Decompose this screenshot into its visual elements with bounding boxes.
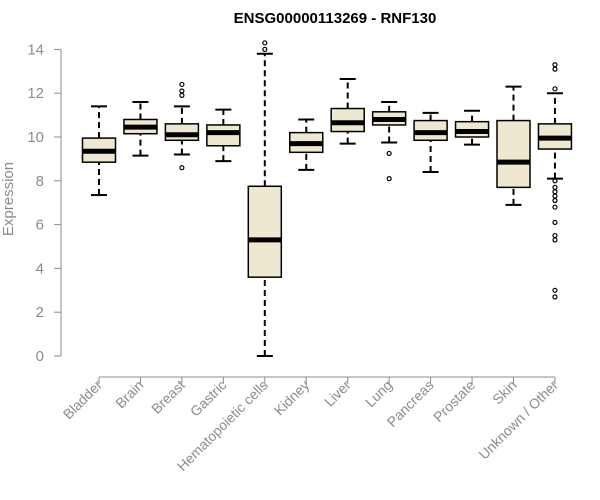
outlier-point <box>179 88 185 94</box>
box-unknown-other <box>537 62 573 300</box>
box-skin <box>496 85 531 206</box>
box-lung <box>371 100 407 182</box>
outlier-point <box>552 197 558 204</box>
box-iqr <box>330 107 365 133</box>
box-iqr <box>496 119 531 189</box>
outlier-point <box>552 184 558 190</box>
outlier-point <box>552 237 558 243</box>
x-tick-label: Liver <box>321 377 354 410</box>
outlier-point <box>552 204 558 210</box>
box-pancreas <box>413 111 448 174</box>
x-tick-label: Unknown / Other <box>475 377 561 463</box>
x-tick-label: Brain <box>112 377 146 411</box>
outlier-point <box>552 62 558 68</box>
outlier-point <box>179 81 185 88</box>
y-tick-label: 8 <box>36 173 44 190</box>
y-tick-label: 14 <box>27 41 44 58</box>
outlier-point <box>552 219 558 226</box>
box-gastric <box>206 108 241 163</box>
box-brain <box>123 100 158 157</box>
chart-title: ENSG00000113269 - RNF130 <box>234 10 437 27</box>
outlier-point <box>552 232 558 239</box>
x-tick-label: Kidney <box>271 377 313 419</box>
outlier-point <box>386 150 392 157</box>
y-axis: 0 2 4 6 8 10 12 14 <box>27 41 62 365</box>
x-tick-label: Prostate <box>430 377 478 425</box>
y-tick-label: 0 <box>36 348 44 365</box>
outlier-point <box>179 92 185 98</box>
y-tick-label: 6 <box>36 217 44 234</box>
box-liver <box>330 77 365 145</box>
outlier-point <box>552 193 558 199</box>
outlier-point <box>262 40 268 46</box>
x-tick-label: Skin <box>489 377 520 408</box>
outlier-point <box>552 189 558 195</box>
outlier-point <box>552 66 558 72</box>
box-breast <box>164 81 200 171</box>
box-prostate <box>454 109 490 146</box>
box-iqr <box>164 123 200 142</box>
box-bladder <box>81 105 117 197</box>
x-tick-label: Bladder <box>60 377 106 423</box>
y-tick-label: 4 <box>36 260 44 277</box>
outlier-point <box>552 294 558 300</box>
outlier-point <box>262 46 268 53</box>
outlier-point <box>386 176 392 182</box>
outlier-point <box>179 165 185 171</box>
x-tick-label: Lung <box>362 377 395 410</box>
y-tick-label: 10 <box>27 129 44 146</box>
box-iqr <box>247 185 283 278</box>
y-axis-label: Expression <box>0 162 17 236</box>
x-tick-label: Breast <box>148 377 188 417</box>
outlier-point <box>552 287 558 293</box>
box-kidney <box>289 118 324 171</box>
y-tick-label: 2 <box>36 304 44 321</box>
box-hematopoietic-cells <box>247 40 283 357</box>
outlier-point <box>552 178 558 184</box>
plot-area <box>81 40 573 357</box>
y-tick-label: 12 <box>27 85 44 102</box>
box-iqr <box>206 124 241 147</box>
outlier-point <box>552 86 558 92</box>
